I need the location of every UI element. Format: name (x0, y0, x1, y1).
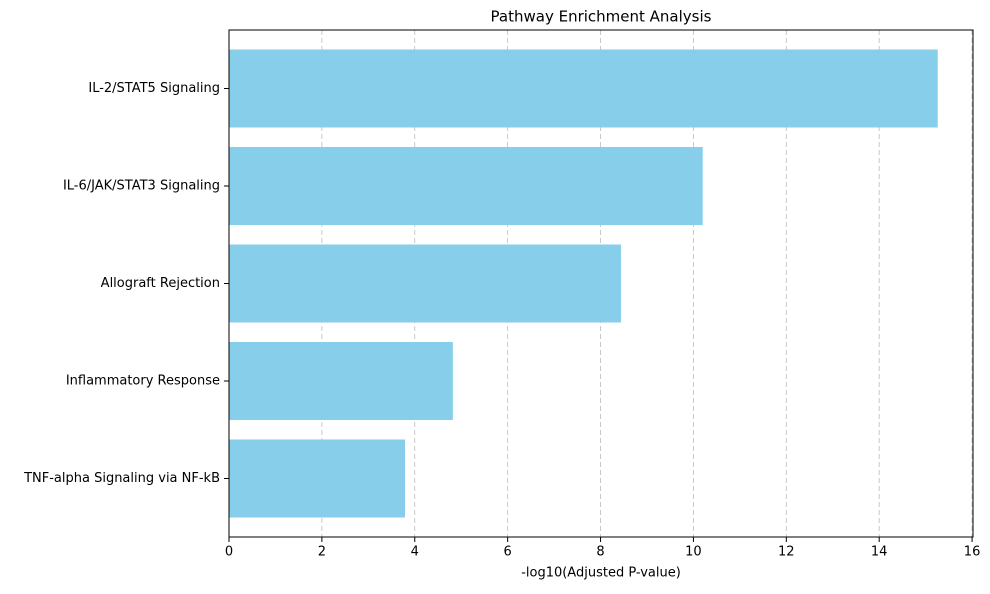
bar (229, 49, 938, 128)
x-tick-label: 16 (964, 545, 981, 560)
x-tick-label: 2 (318, 545, 326, 560)
bar (229, 439, 406, 518)
y-tick-label: Inflammatory Response (66, 374, 220, 389)
y-tick-label: TNF-alpha Signaling via NF-kB (23, 471, 220, 486)
x-tick-label: 4 (411, 545, 419, 560)
x-tick-label: 10 (685, 545, 702, 560)
x-tick-label: 8 (596, 545, 604, 560)
plot-frame (228, 29, 974, 538)
bar (229, 147, 703, 225)
x-tick-label: 6 (504, 545, 512, 560)
bar (229, 342, 453, 420)
chart-title: Pathway Enrichment Analysis (491, 8, 712, 26)
y-tick-label: Allograft Rejection (101, 276, 220, 291)
x-tick-label: 0 (225, 545, 233, 560)
x-tick-label: 14 (871, 545, 888, 560)
y-tick-label: IL-6/JAK/STAT3 Signaling (63, 179, 220, 194)
bar (229, 244, 621, 323)
x-tick-label: 12 (778, 545, 795, 560)
x-axis-label: -log10(Adjusted P-value) (521, 566, 681, 581)
y-tick-label: IL-2/STAT5 Signaling (88, 81, 220, 96)
